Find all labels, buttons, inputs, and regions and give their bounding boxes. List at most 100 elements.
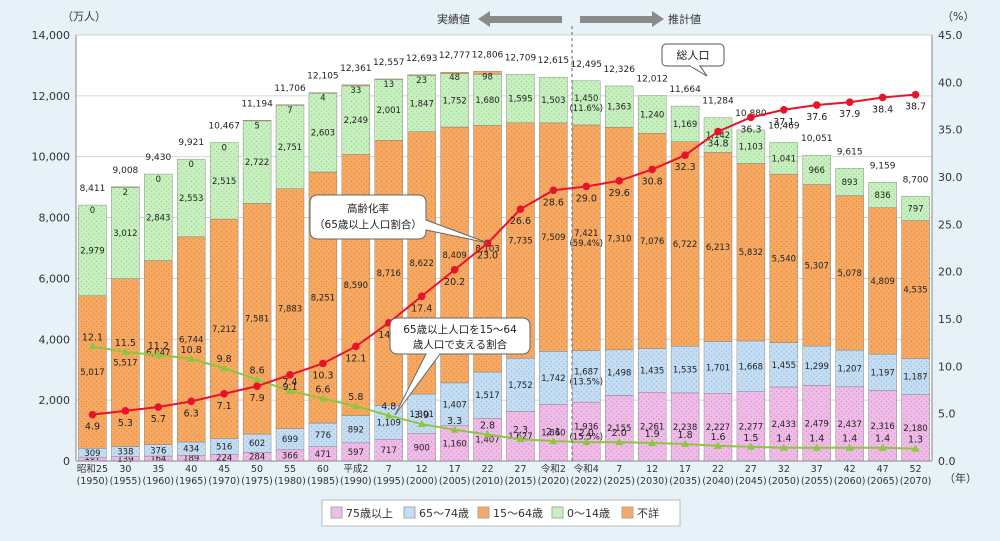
- support-label: 1.9: [645, 429, 660, 440]
- x-label: 60: [317, 464, 329, 475]
- bar-label-1: 776: [315, 431, 331, 441]
- x-label-year: (1950): [77, 476, 109, 487]
- aging-label: 14.6: [378, 330, 399, 341]
- bar-segment-0: [605, 395, 634, 462]
- bar-label-2: 4,535: [903, 286, 927, 296]
- bar-label-line: 284: [249, 453, 265, 463]
- bar-label-line: 6,744: [179, 335, 203, 345]
- bar-label-line: 48: [449, 73, 460, 83]
- right-tick-label: 20.0: [938, 266, 963, 279]
- bar-label-line: 699: [282, 435, 298, 445]
- bar-label-line: 2,843: [146, 213, 170, 223]
- support-point: [187, 354, 196, 362]
- x-label: 40: [185, 464, 197, 475]
- total-label: 12,693: [406, 54, 438, 64]
- aging-point: [417, 292, 426, 301]
- right-tick-label: 10.0: [938, 360, 963, 373]
- bar-label-line: 6,722: [673, 240, 697, 250]
- aging-point: [352, 342, 360, 351]
- bar-label-line: 2,316: [870, 422, 894, 432]
- bar-label-1: 699: [282, 435, 298, 445]
- total-label: 9,430: [145, 153, 171, 163]
- x-label-year: (2022): [571, 476, 603, 487]
- bar-label-line: 1,407: [475, 436, 499, 446]
- bar-label-0: 2,316: [870, 422, 894, 432]
- aging-label: 32.3: [674, 162, 695, 173]
- bar-label-line: 597: [348, 448, 364, 458]
- x-label: 17: [679, 464, 691, 475]
- x-label-year: (1980): [274, 476, 306, 487]
- bar-label-line: 8,590: [344, 281, 368, 291]
- bar-label-line: 2: [123, 188, 128, 198]
- x-label: 令和4: [574, 463, 599, 475]
- aging-label: 38.7: [905, 102, 926, 113]
- x-label: 50: [251, 464, 263, 475]
- aging-label: 7.1: [217, 401, 232, 412]
- aging-point: [911, 90, 920, 99]
- support-label: 1.4: [875, 434, 890, 445]
- bar-segment-3: [572, 80, 601, 126]
- bar-group-18: 2,238 1,535 6,722 1,169 11,664 17(2035): [669, 85, 701, 487]
- x-label-year: (2025): [603, 476, 635, 487]
- aging-line: [92, 93, 916, 416]
- x-label-year: (1970): [208, 476, 240, 487]
- right-tick-label: 15.0: [938, 313, 963, 326]
- bar-label-1: 1,187: [903, 373, 927, 383]
- bar-label-line: 836: [874, 191, 890, 201]
- support-label: 1.4: [842, 434, 857, 445]
- bar-label-4: 0: [189, 160, 194, 170]
- bar-label-line: 3,012: [113, 229, 137, 239]
- bar-segment-2: [209, 218, 239, 439]
- aging-label: 37.6: [806, 112, 827, 123]
- aging-point: [780, 105, 788, 114]
- aging-label: 36.3: [740, 124, 761, 135]
- bar-label-line: 2,751: [278, 143, 302, 153]
- bar-label-2: 4,809: [870, 277, 894, 287]
- bar-label-line: 5,540: [772, 254, 796, 264]
- bar-label-line: 1,169: [673, 120, 697, 130]
- bar-label-2: 5,517: [113, 359, 137, 369]
- aging-point: [582, 182, 591, 191]
- legend-item-0-14: 0～14歳: [551, 506, 610, 520]
- left-axis-unit: （万人）: [62, 10, 106, 23]
- x-label: 22: [712, 464, 724, 475]
- bar-label-2: 5,078: [838, 269, 862, 279]
- bar-label-1: 1,742: [541, 374, 565, 384]
- bar-segment-1: [703, 341, 733, 394]
- total-callout: 総人口: [661, 43, 725, 77]
- total-label: 12,326: [603, 65, 635, 75]
- bar-label-line: 139: [117, 455, 133, 465]
- bar-label-line: 516: [216, 442, 232, 452]
- aging-label: 34.8: [707, 139, 728, 150]
- bar-segment-3: [341, 85, 371, 155]
- total-label: 12,709: [505, 53, 537, 63]
- bar-segment-2: [901, 220, 930, 359]
- x-label: 17: [449, 464, 461, 475]
- bar-label-line: 2,249: [344, 116, 368, 126]
- total-label: 11,706: [274, 84, 306, 94]
- bar-segment-3: [242, 120, 272, 204]
- bar-label-3: 1,240: [640, 110, 664, 120]
- bar-label-line: 471: [315, 450, 331, 460]
- bar-label-4: 33: [350, 86, 361, 96]
- bar-label-line: 5: [254, 121, 259, 131]
- bar-label-3: 2,979: [80, 246, 104, 256]
- bar-segment-2: [703, 152, 733, 342]
- bar-label-3: 2,751: [278, 143, 302, 153]
- bar-group-4: 224 516 7,212 2,515 0 10,467 45(1970): [208, 122, 240, 487]
- bar-label-2: 8,409: [442, 251, 466, 261]
- total-label: 10,469: [768, 121, 800, 131]
- support-point: [417, 420, 426, 428]
- bar-label-3: 966: [809, 166, 825, 176]
- total-label: 9,921: [178, 138, 204, 148]
- bar-label-line: 1,595: [508, 95, 532, 105]
- legend-item-unknown: 不詳: [621, 506, 659, 520]
- left-tick-label: 14,000: [32, 29, 71, 42]
- total-label: 12,557: [373, 58, 405, 68]
- bar-label-line: 1,742: [541, 374, 565, 384]
- lines: 12.1 11.5 11.2 10.8 9.8 8.6 7.4 6.6 5.8 4.8 3.9 3.3…: [82, 90, 926, 452]
- bar-label-0: 189: [183, 454, 199, 464]
- bar-label-1: 1,752: [508, 381, 532, 391]
- support-point: [318, 394, 327, 402]
